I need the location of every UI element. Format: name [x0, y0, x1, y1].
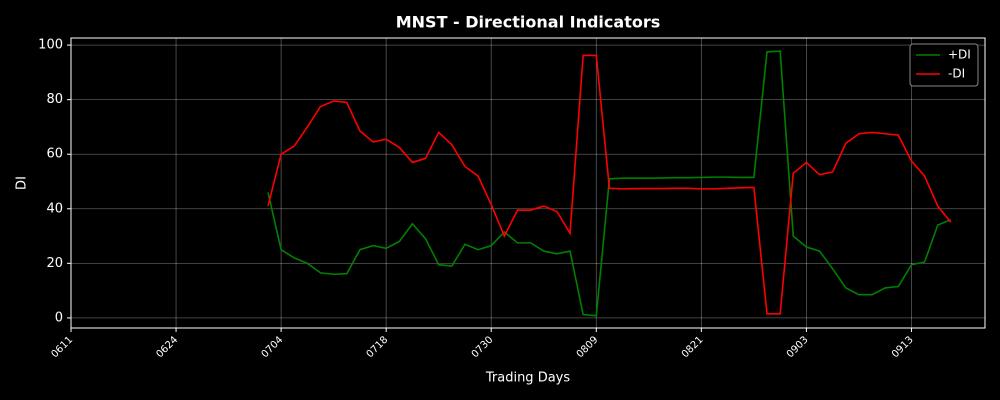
legend-label: -DI: [948, 67, 965, 81]
y-tick-label: 100: [38, 38, 63, 53]
y-tick-label: 80: [46, 92, 63, 107]
line: [267, 54, 952, 315]
chart-title: MNST - Directional Indicators: [396, 13, 661, 32]
line: [267, 50, 952, 317]
y-tick-label: 60: [46, 147, 63, 162]
legend-label: +DI: [948, 48, 971, 62]
y-tick-label: 0: [55, 310, 63, 325]
legend: +DI -DI: [909, 43, 979, 87]
x-axis-label: Trading Days: [485, 371, 570, 386]
y-axis-label: DI: [15, 176, 30, 190]
plot-frame: [70, 37, 986, 329]
y-tick-label: 40: [46, 201, 63, 216]
y-tick-label: 20: [46, 256, 63, 271]
